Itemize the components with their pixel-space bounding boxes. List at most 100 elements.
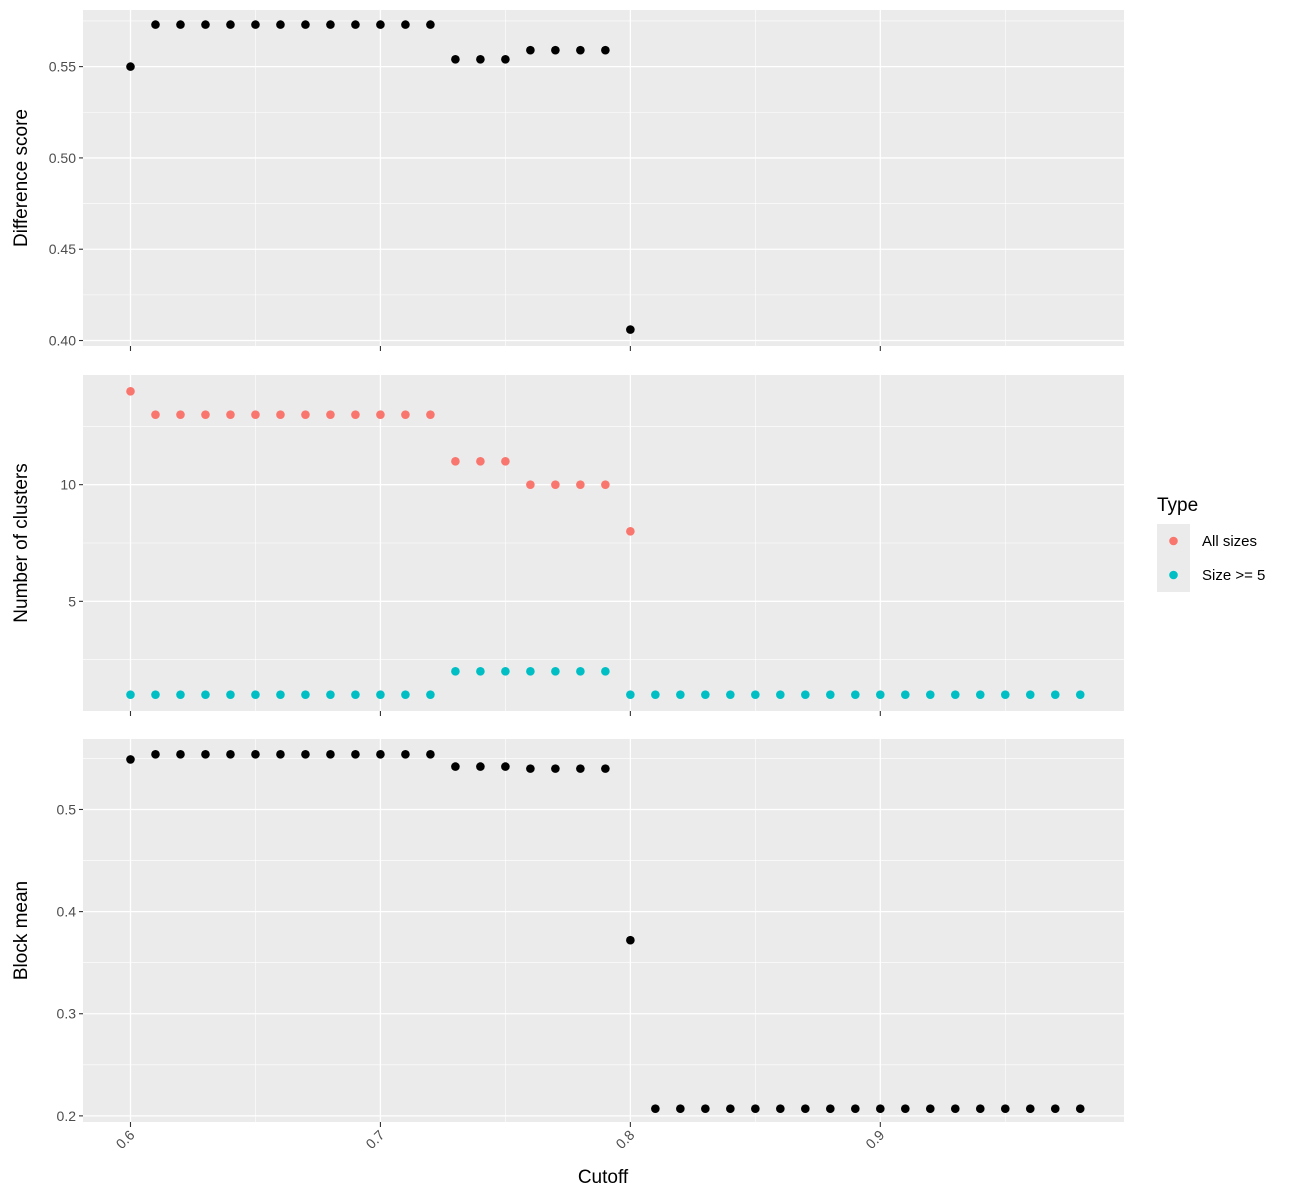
x-tick-label: 0.7 xyxy=(362,1127,387,1152)
data-point xyxy=(301,410,310,419)
data-point xyxy=(576,667,585,676)
data-point xyxy=(226,690,235,699)
data-point xyxy=(975,1104,985,1114)
data-point xyxy=(401,410,410,419)
data-point xyxy=(501,762,510,771)
series-size-5 xyxy=(126,667,1085,699)
data-point xyxy=(276,750,285,759)
data-point xyxy=(701,690,710,699)
data-point xyxy=(151,690,160,699)
data-point xyxy=(326,410,335,419)
data-point xyxy=(1000,690,1010,699)
data-point xyxy=(426,410,435,419)
data-point xyxy=(651,1104,660,1114)
data-point xyxy=(801,690,810,699)
legend-key-background xyxy=(1157,524,1190,592)
data-point xyxy=(526,667,535,676)
data-point xyxy=(301,690,310,699)
data-point xyxy=(676,1104,685,1114)
legend: All sizes Size >= 5 xyxy=(1157,524,1265,592)
data-point xyxy=(576,764,585,773)
x-tick-label: 0.9 xyxy=(862,1127,887,1152)
data-point xyxy=(426,20,435,29)
y-axis-title: Number of clusters xyxy=(11,463,32,622)
data-point xyxy=(376,690,385,699)
data-point xyxy=(376,20,385,29)
data-point xyxy=(551,480,560,489)
legend-label: Size >= 5 xyxy=(1202,567,1265,584)
data-point xyxy=(476,667,485,676)
data-point xyxy=(901,1104,910,1114)
y-tick-label: 0.45 xyxy=(49,241,76,257)
x-tick-label: 0.8 xyxy=(612,1127,637,1152)
y-tick-label: 0.55 xyxy=(49,59,76,75)
data-point xyxy=(276,410,285,419)
data-point xyxy=(701,1104,710,1114)
data-point xyxy=(876,1104,885,1114)
data-point xyxy=(451,457,460,466)
y-tick-label: 0.3 xyxy=(57,1006,77,1022)
data-point xyxy=(526,480,535,489)
data-point xyxy=(751,1104,760,1114)
data-point xyxy=(751,690,760,699)
data-point xyxy=(526,45,535,55)
data-point xyxy=(601,667,610,676)
data-point xyxy=(201,750,210,759)
data-point xyxy=(776,690,785,699)
y-axis-title: Difference score xyxy=(11,109,32,247)
data-point xyxy=(176,410,185,419)
legend-key xyxy=(1169,570,1178,580)
data-point xyxy=(726,1104,735,1114)
data-point xyxy=(1050,690,1060,699)
data-point xyxy=(551,45,560,55)
data-point xyxy=(876,690,885,699)
legend-title: Type xyxy=(1157,495,1198,516)
data-point xyxy=(401,20,410,29)
panel-3: 0.2 0.3 0.4 0.5 Block mean xyxy=(11,739,1124,1127)
data-point xyxy=(351,750,360,759)
data-point xyxy=(126,387,135,396)
data-point xyxy=(1050,1104,1060,1114)
data-point xyxy=(576,45,585,55)
y-tick-label: 0.2 xyxy=(57,1108,77,1124)
data-point xyxy=(476,457,485,466)
data-point xyxy=(176,690,185,699)
data-point xyxy=(925,1104,935,1114)
data-point xyxy=(975,690,985,699)
data-point xyxy=(126,62,135,71)
y-axis-title: Block mean xyxy=(11,881,32,980)
y-tick-label: 5 xyxy=(68,593,76,609)
data-point xyxy=(376,410,385,419)
data-point xyxy=(151,20,160,29)
panel-1: 0.40 0.45 0.50 0.55 Difference score xyxy=(11,10,1124,351)
data-point xyxy=(376,750,385,759)
data-point xyxy=(351,20,360,29)
data-point xyxy=(950,690,960,699)
x-axis-title: Cutoff xyxy=(578,1167,629,1188)
series-points xyxy=(126,750,1085,1114)
y-tick-label: 0.40 xyxy=(49,333,76,349)
data-point xyxy=(401,690,410,699)
data-point xyxy=(201,690,210,699)
data-point xyxy=(526,764,535,773)
data-point xyxy=(651,690,660,699)
data-point xyxy=(1025,690,1035,699)
panel-background xyxy=(83,10,1124,346)
data-point xyxy=(126,755,135,764)
panel-background xyxy=(83,739,1124,1122)
data-point xyxy=(476,762,485,771)
data-point xyxy=(501,457,510,466)
data-point xyxy=(826,1104,835,1114)
data-point xyxy=(901,690,910,699)
legend-key xyxy=(1169,536,1178,546)
data-point xyxy=(226,410,235,419)
data-point xyxy=(401,750,410,759)
data-point xyxy=(551,667,560,676)
data-point xyxy=(251,20,260,29)
y-tick-label: 0.5 xyxy=(57,801,77,817)
data-point xyxy=(351,410,360,419)
panel-2: 5 10 Number of clusters xyxy=(11,375,1124,716)
data-point xyxy=(301,20,310,29)
data-point xyxy=(251,750,260,759)
data-point xyxy=(626,527,635,536)
